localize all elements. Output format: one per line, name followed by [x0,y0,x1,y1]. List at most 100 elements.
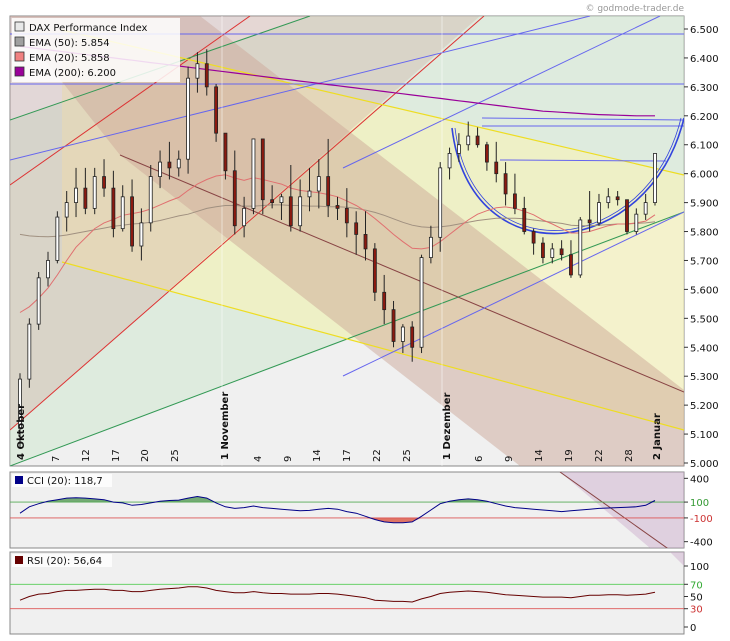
candle [102,159,106,197]
date-label: 17 [342,449,353,462]
date-label: 12 [81,449,92,462]
candle [531,228,536,255]
candle-body [167,161,172,169]
date-label: 25 [402,449,413,462]
candle-body [494,161,499,175]
y-tick-label: 6.000 [690,170,719,181]
date-label: 28 [624,449,635,462]
candle [456,133,461,163]
rsi-tick-label: 0 [690,623,696,634]
date-label: 6 [474,456,485,462]
candle [559,240,564,261]
candle-body [615,196,620,201]
candle-body [335,205,340,209]
candle [326,138,331,218]
candle [391,300,396,348]
candle [158,150,162,189]
cci-tick-label: -100 [690,514,713,525]
candle [550,243,555,264]
candle [335,196,340,220]
candle-body [242,207,247,227]
candle-body [344,207,349,224]
candle-body [485,144,489,163]
candle [597,193,601,226]
candle-body [36,277,41,325]
candle [428,225,433,264]
candle [606,188,611,209]
candle [307,167,312,212]
legend-label: EMA (50): 5.854 [29,38,110,49]
candle-body [400,326,405,342]
candle-body [307,190,312,198]
candle-body [634,213,639,232]
candle-body [513,193,517,209]
date-label: 22 [594,449,605,462]
month-label: 4 Oktober [16,404,27,460]
legend-label: EMA (200): 6.200 [29,68,116,79]
candle-body [503,173,508,195]
legend-swatch [14,51,25,62]
candle [270,185,275,209]
candle-body [522,207,527,232]
cci-panel [9,471,685,549]
candle [204,49,209,96]
date-label: 22 [372,449,383,462]
rsi-tick-label: 50 [690,593,703,604]
candle [475,127,480,148]
candle-body [92,176,97,209]
candle-body [438,167,443,238]
candle [167,141,172,180]
month-label: 1 November [220,392,231,460]
candle-body [148,176,153,224]
candle [569,240,573,278]
candle-body [316,176,321,192]
candle [419,254,424,354]
candle [363,211,368,261]
rsi-tick-label: 30 [690,605,703,616]
candle [587,191,592,232]
candle-body [288,196,293,227]
candle-body [64,202,69,218]
candle [466,121,471,151]
candle [485,141,489,171]
y-tick-label: 5.300 [690,372,719,383]
candle-body [653,153,657,203]
candle [148,164,153,232]
candle-body [410,326,415,348]
candle [55,211,60,264]
candle [176,150,181,177]
candle-body [186,77,190,160]
candle [74,167,78,218]
y-tick-label: 6.300 [690,83,719,94]
candle [111,170,116,238]
candle [578,217,583,278]
candle [354,211,359,255]
candle-body [391,309,396,342]
candle-body [176,158,181,169]
ema-20-line [19,174,656,313]
main-legend: DAX Performance Index EMA (50): 5.854 EMA … [12,18,180,82]
cci-tick-label: 400 [690,474,709,485]
y-tick-label: 5.600 [690,285,719,296]
y-tick-label: 5.800 [690,228,719,239]
y-tick-label: 5.200 [690,401,719,412]
candle-body [419,257,424,348]
month-label: 2 Januar [652,413,663,460]
candle-body [74,187,78,203]
date-label: 25 [170,449,181,462]
date-label: 14 [534,449,545,462]
candle [46,251,50,287]
candle [382,274,387,325]
cci-overbought-fill [20,496,655,503]
candle [625,199,629,235]
candle-body [298,196,303,227]
candle-body [643,202,648,215]
candle [251,138,256,215]
candle [279,193,284,220]
y-tick-label: 5.900 [690,199,719,210]
date-label: 14 [312,449,323,462]
legend-swatch [14,36,25,47]
candle [372,243,377,301]
candle [653,153,657,206]
candle [541,237,545,264]
